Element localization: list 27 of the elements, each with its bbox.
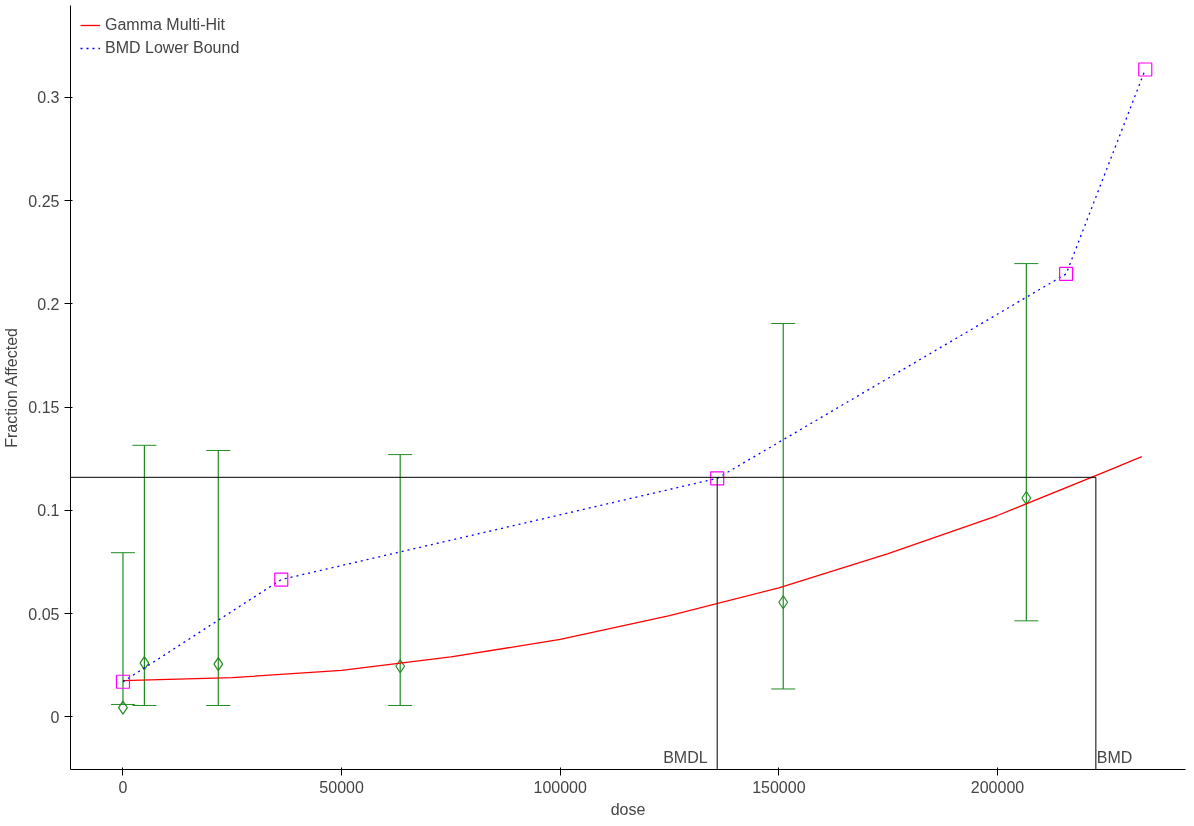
legend-label: BMD Lower Bound <box>105 39 240 57</box>
x-tick-label: 0 <box>118 778 128 796</box>
ref-line-label: BMD <box>1096 748 1133 766</box>
point <box>778 595 789 610</box>
x-tick-label: 200000 <box>970 778 1025 796</box>
legend-label: Gamma Multi-Hit <box>105 16 226 34</box>
y-tick-label: 0.1 <box>37 502 60 520</box>
y-tick-label: 0.15 <box>28 399 60 417</box>
x-tick-label: 150000 <box>752 778 806 796</box>
y-tick-label: 0.05 <box>28 605 60 623</box>
y-tick-label: 0.25 <box>28 192 60 210</box>
point <box>710 471 725 486</box>
y-axis-title: Fraction Affected <box>3 328 21 448</box>
y-tick-label: 0.3 <box>37 89 60 107</box>
point <box>274 572 289 587</box>
point <box>1138 62 1153 77</box>
point <box>139 656 150 671</box>
point <box>213 657 224 672</box>
y-tick-label: 0 <box>50 708 60 726</box>
point <box>115 674 131 689</box>
point <box>395 659 406 674</box>
x-tick-label: 100000 <box>533 778 588 796</box>
ref-line-label: BMDL <box>663 748 708 766</box>
point <box>1059 266 1074 282</box>
x-axis-title: dose <box>610 800 646 818</box>
y-tick-label: 0.2 <box>37 295 60 313</box>
x-tick-label: 50000 <box>319 778 364 796</box>
